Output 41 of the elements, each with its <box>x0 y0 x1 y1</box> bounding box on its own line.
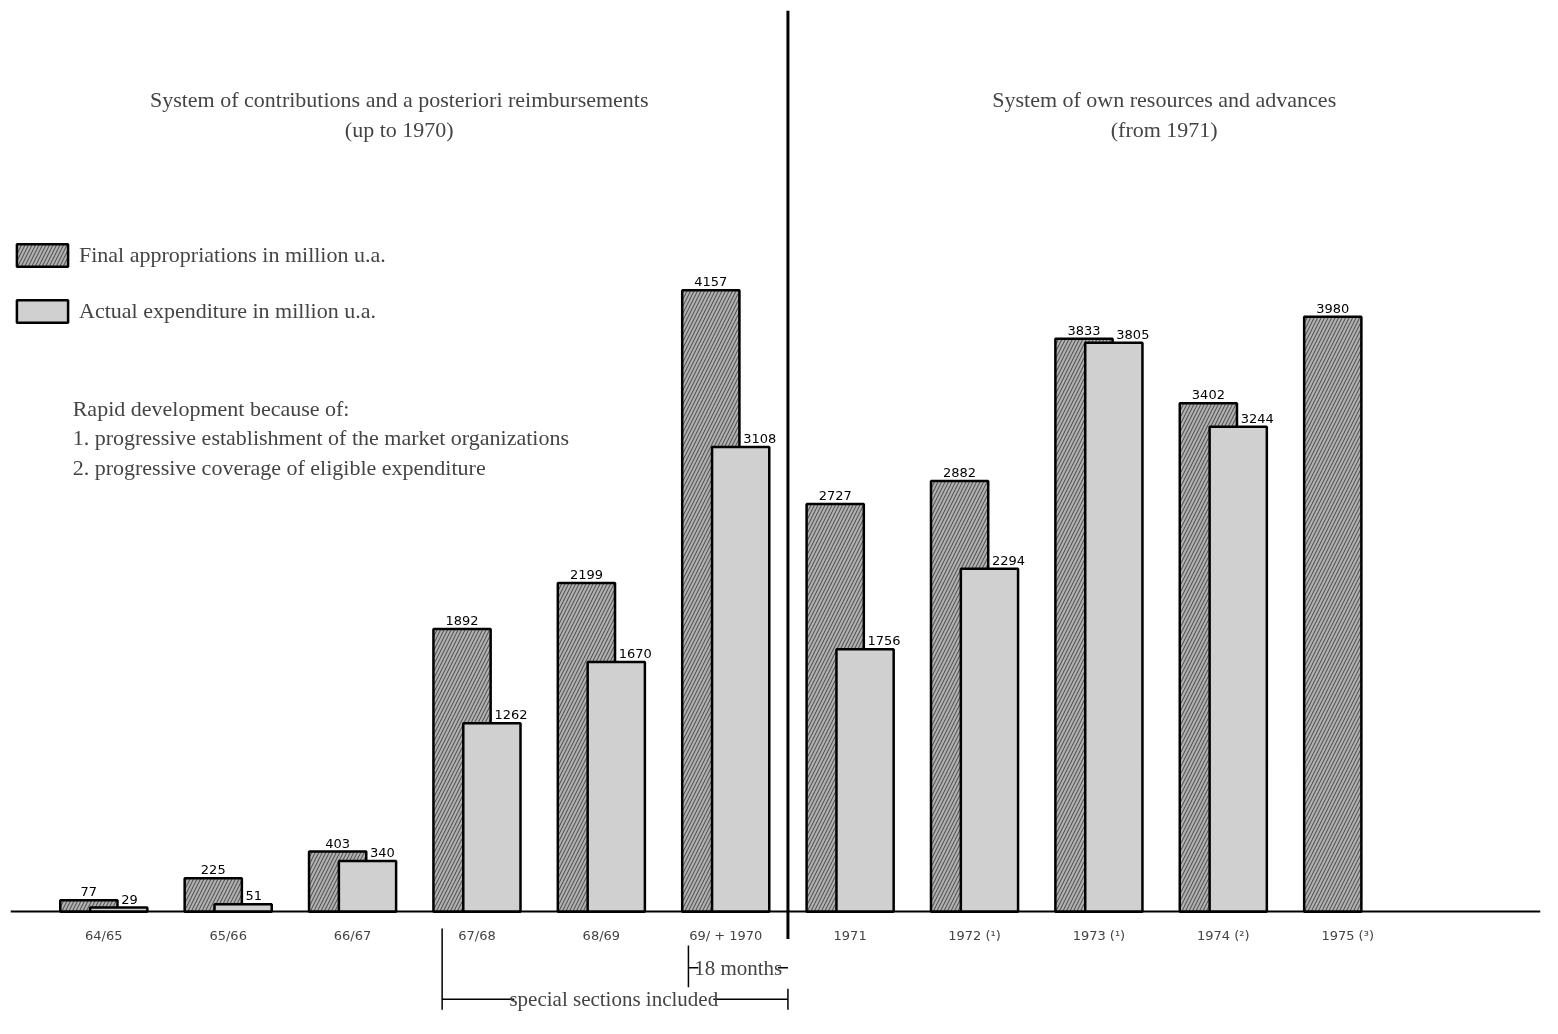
legend-label: Actual expenditure in million u.a. <box>79 298 376 324</box>
data-label: 3980 <box>1316 300 1350 316</box>
text: 18 months <box>694 955 783 980</box>
annotation: 1. progressive establishment of the market organizations <box>72 425 570 451</box>
data-label: 77 <box>80 884 98 900</box>
x-tick-label: 68/69 <box>582 927 621 943</box>
data-label: 2294 <box>991 552 1026 568</box>
x-tick-label: 1975 (³) <box>1321 927 1374 943</box>
data-label: 3402 <box>1191 387 1225 403</box>
data-label: 3833 <box>1067 322 1101 338</box>
data-label: 29 <box>121 891 138 907</box>
text: special sections included <box>509 987 719 1012</box>
x-tick-label: 67/68 <box>458 927 496 943</box>
data-label: 51 <box>245 888 263 904</box>
data-label: 3108 <box>743 431 777 447</box>
chart-title: System of contributions and a posteriori reimbursements (up to 1970) <box>149 87 649 143</box>
annotation: Rapid development because of: <box>72 395 350 421</box>
data-label: 2882 <box>943 464 977 480</box>
data-label: 1892 <box>445 612 479 628</box>
x-tick-label: 1974 (²) <box>1197 927 1250 943</box>
legend-label: Final appropriations in million u.a. <box>79 242 386 268</box>
x-tick-label: 64/65 <box>85 927 123 943</box>
annotation: 2. progressive coverage of eligible expenditure <box>72 455 486 481</box>
data-label: 1670 <box>618 646 652 662</box>
x-tick-label: 1971 <box>833 927 867 943</box>
data-label: 3244 <box>1240 410 1274 426</box>
data-label: 225 <box>200 862 226 878</box>
data-label: 1756 <box>867 633 901 649</box>
data-label: 2727 <box>818 488 852 504</box>
chart-subtitle: System of own resources and advances (from 1971) <box>992 87 1337 143</box>
x-tick-label: 1973 (¹) <box>1072 927 1126 943</box>
data-label: 3805 <box>1116 326 1150 342</box>
data-label: 2199 <box>569 567 603 583</box>
x-tick-label: 69/ + 1970 <box>689 927 763 943</box>
data-label: 1262 <box>494 707 528 723</box>
x-tick-label: 1972 (¹) <box>948 927 1001 943</box>
data-label: 4157 <box>694 274 728 290</box>
x-tick-label: 66/67 <box>333 927 372 943</box>
data-label: 340 <box>369 845 395 860</box>
data-label: 403 <box>325 835 351 851</box>
x-tick-label: 65/66 <box>209 927 247 943</box>
